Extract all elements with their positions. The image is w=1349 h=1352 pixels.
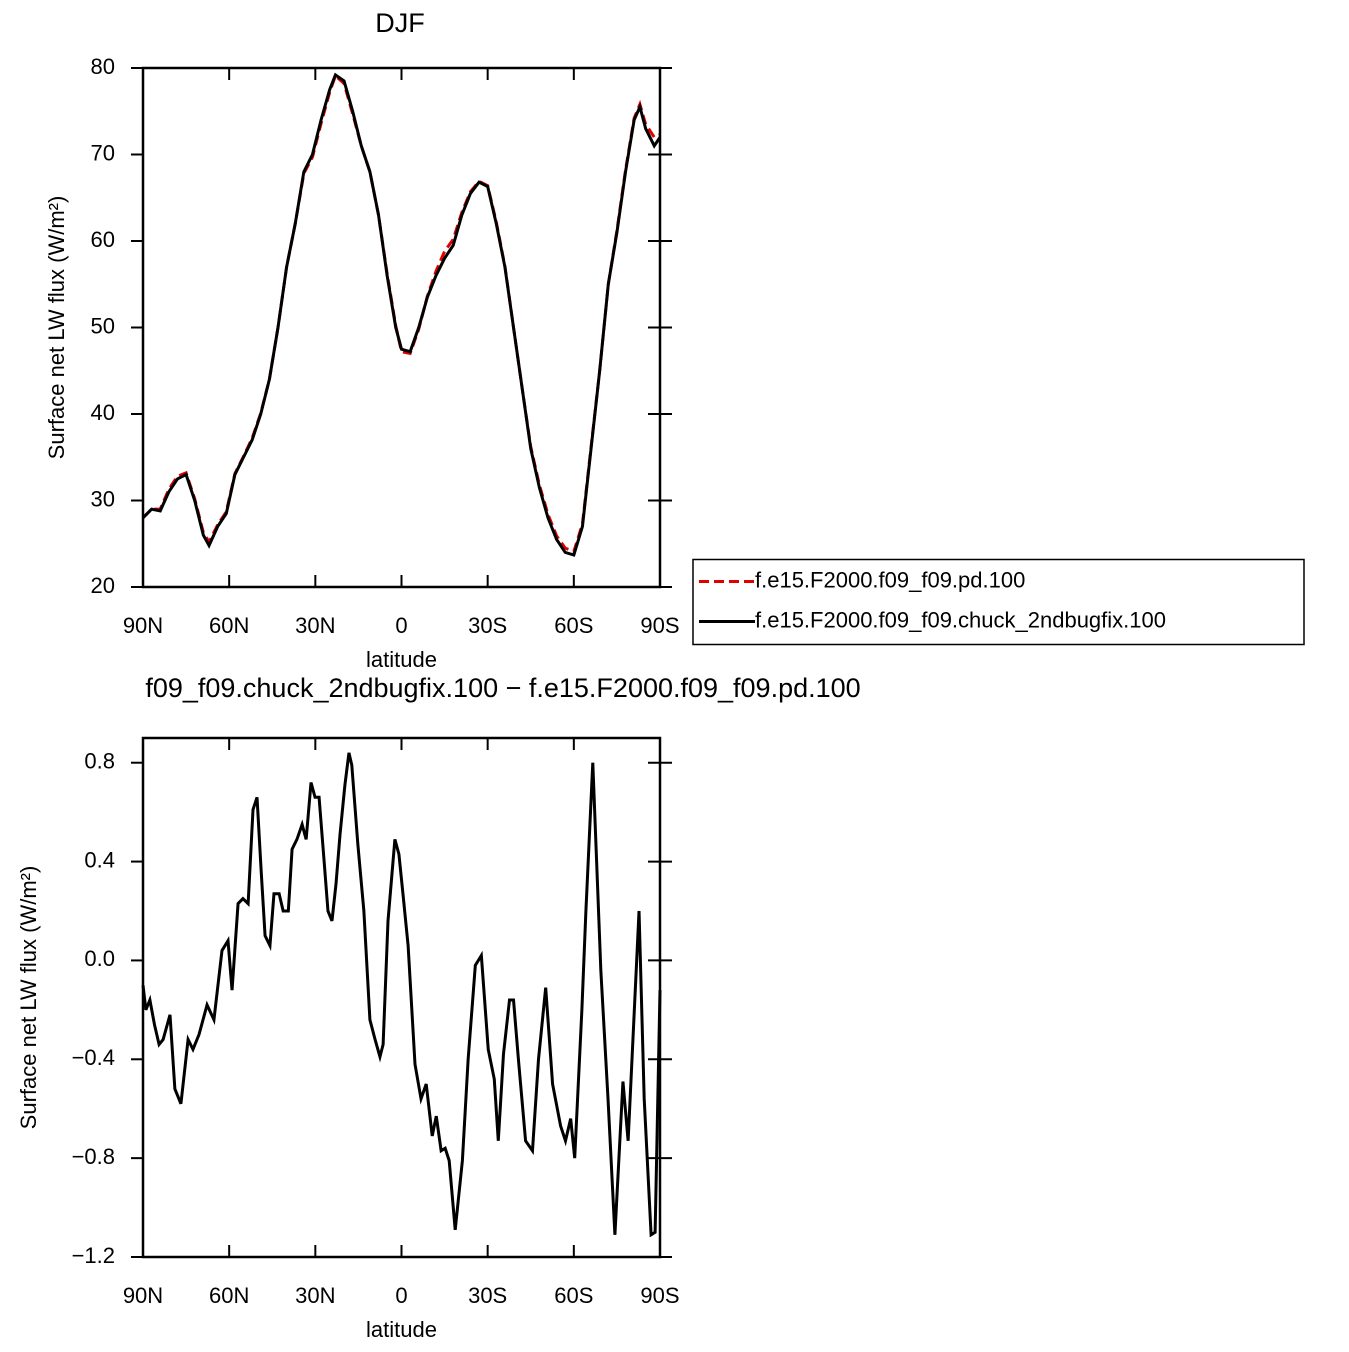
y-tick-label: −0.4 (72, 1045, 115, 1070)
y-tick-label: −1.2 (72, 1243, 115, 1268)
x-axis-label: latitude (366, 647, 437, 672)
y-tick-label: 50 (91, 313, 115, 338)
x-tick-label: 90N (123, 613, 163, 638)
legend-label: f.e15.F2000.f09_f09.chuck_2ndbugfix.100 (755, 607, 1166, 632)
data-line (141, 72, 662, 557)
x-tick-label: 90S (640, 1283, 679, 1308)
data-line (141, 752, 662, 1238)
x-tick-label: 0 (395, 613, 407, 638)
x-tick-label: 60N (209, 1283, 249, 1308)
y-axis-label: Surface net LW flux (W/m²) (16, 866, 41, 1130)
y-axis-label: Surface net LW flux (W/m²) (44, 196, 69, 460)
legend-box (692, 558, 1305, 646)
data-line (141, 73, 661, 554)
chart-title: DJF (375, 8, 425, 38)
x-tick-label: 30N (295, 613, 335, 638)
x-tick-label: 60S (554, 613, 593, 638)
legend-label: f.e15.F2000.f09_f09.pd.100 (755, 567, 1025, 592)
y-tick-label: 40 (91, 400, 115, 425)
y-tick-label: 30 (91, 486, 115, 511)
x-tick-label: 30N (295, 1283, 335, 1308)
plot-frame (141, 66, 662, 589)
x-tick-label: 30S (468, 613, 507, 638)
plot-frame (141, 736, 662, 1259)
y-tick-label: −0.8 (72, 1144, 115, 1169)
y-tick-label: 60 (91, 227, 115, 252)
x-tick-label: 0 (395, 1283, 407, 1308)
x-tick-label: 60S (554, 1283, 593, 1308)
y-tick-label: 0.8 (84, 749, 115, 774)
x-tick-label: 60N (209, 613, 249, 638)
x-tick-label: 90S (640, 613, 679, 638)
y-tick-label: 70 (91, 140, 115, 165)
y-tick-label: 0.0 (84, 946, 115, 971)
x-axis-label: latitude (366, 1317, 437, 1342)
x-tick-label: 90N (123, 1283, 163, 1308)
y-tick-label: 20 (91, 573, 115, 598)
x-tick-label: 30S (468, 1283, 507, 1308)
y-tick-label: 80 (91, 54, 115, 79)
y-tick-label: 0.4 (84, 847, 115, 872)
chart-title: f09_f09.chuck_2ndbugfix.100 − f.e15.F200… (145, 673, 860, 703)
